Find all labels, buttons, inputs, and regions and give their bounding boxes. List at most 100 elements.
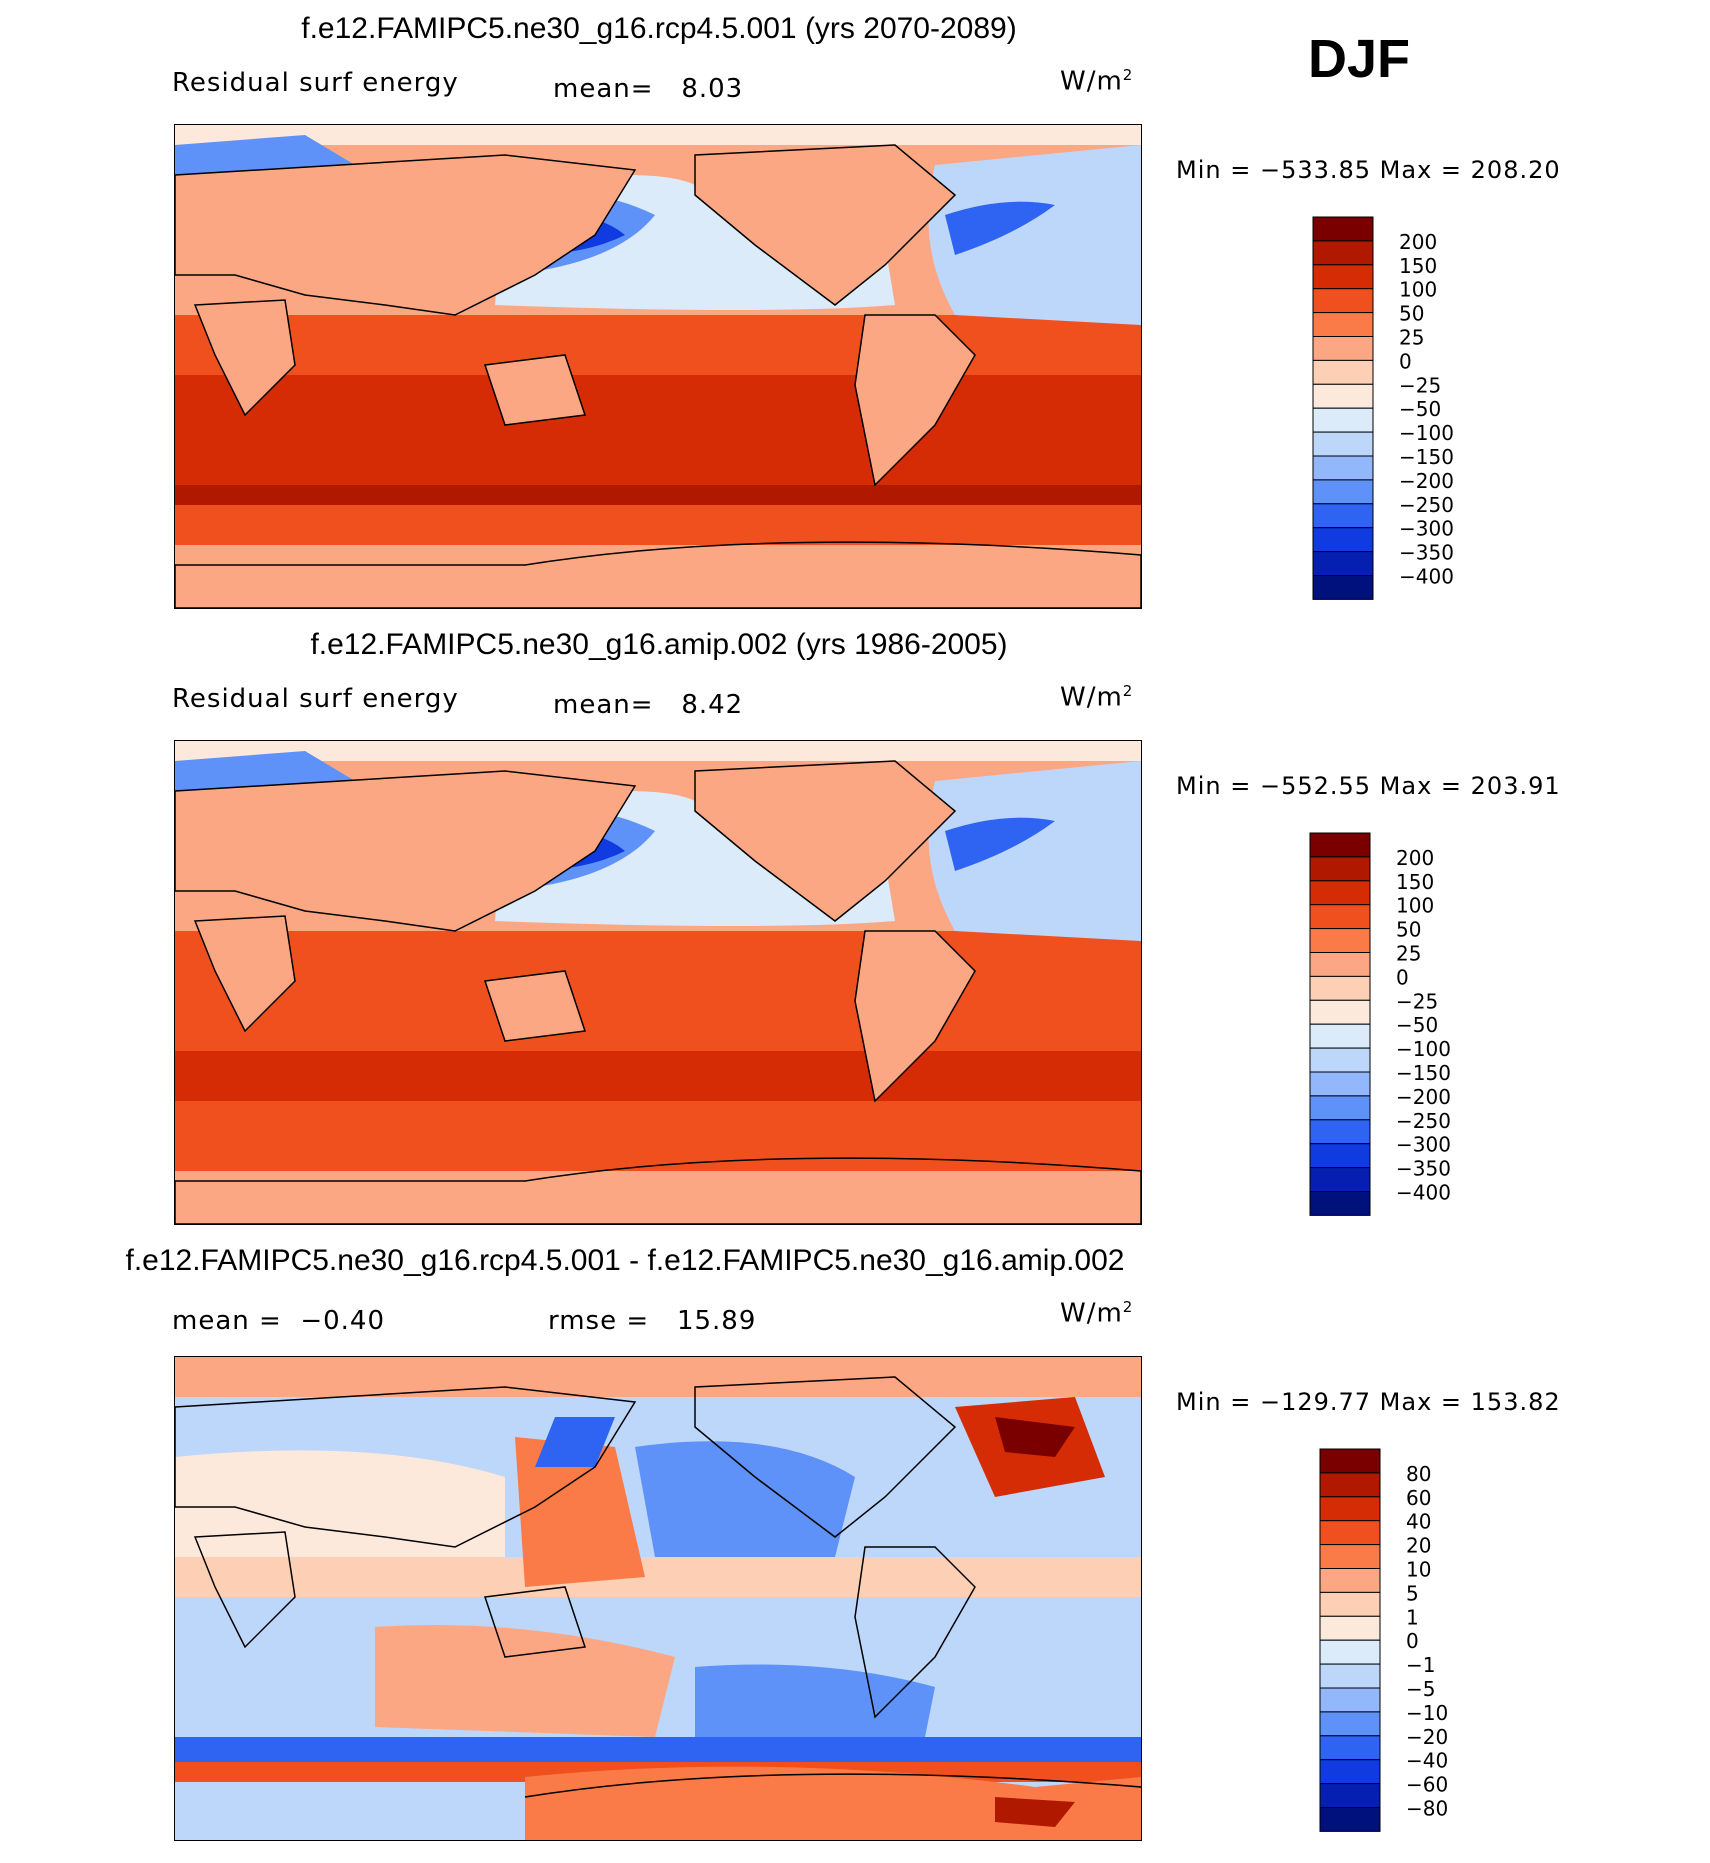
colorbar-1-swatch <box>1312 288 1374 314</box>
colorbar-1-tick-label: −25 <box>1399 373 1441 397</box>
colorbar-3-swatch <box>1319 1591 1381 1617</box>
colorbar-1-swatch <box>1312 240 1374 266</box>
colorbar-2-swatch <box>1309 856 1371 882</box>
colorbar-2-swatch <box>1309 1047 1371 1073</box>
panel-1-minmax: Min = −533.85 Max = 208.20 <box>1176 156 1561 184</box>
colorbar-3-tick-label: −20 <box>1406 1725 1448 1749</box>
panel-2-colorbar-svg: 20015010050250−25−50−100−150−200−250−300… <box>1309 832 1451 1216</box>
colorbar-3-swatch <box>1319 1615 1381 1641</box>
colorbar-1-tick-label: −300 <box>1399 517 1454 541</box>
colorbar-2-swatch <box>1309 952 1371 977</box>
colorbar-3-tick-label: 5 <box>1406 1581 1419 1605</box>
colorbar-3-tick-label: −40 <box>1406 1749 1448 1773</box>
colorbar-1-tick-label: −50 <box>1399 397 1441 421</box>
colorbar-2-swatch <box>1309 832 1371 858</box>
colorbar-1-swatch <box>1312 455 1374 481</box>
panel-2-units: W/m2 <box>1060 682 1133 713</box>
colorbar-3-tick-label: 1 <box>1406 1605 1419 1629</box>
colorbar-1-tick-label: −150 <box>1399 445 1454 469</box>
panel-1-mean: mean= 8.03 <box>553 74 744 104</box>
panel-1-units: W/m2 <box>1060 66 1133 97</box>
panel-2-mean: mean= 8.42 <box>553 690 744 720</box>
colorbar-2-tick-label: −300 <box>1396 1133 1451 1157</box>
colorbar-3-swatch <box>1319 1807 1381 1832</box>
colorbar-2-tick-label: 0 <box>1396 965 1409 989</box>
colorbar-3-swatch <box>1319 1663 1381 1689</box>
colorbar-2-tick-label: −350 <box>1396 1157 1451 1181</box>
colorbar-1-tick-label: −350 <box>1399 541 1454 565</box>
panel-2-minmax: Min = −552.55 Max = 203.91 <box>1176 772 1561 800</box>
colorbar-2-swatch <box>1309 1071 1371 1097</box>
colorbar-2-swatch <box>1309 928 1371 953</box>
colorbar-2-swatch <box>1309 1095 1371 1121</box>
panel-3-units-base: W/m <box>1060 1298 1123 1329</box>
panel-1-map <box>174 124 1142 609</box>
panel-1-title: f.e12.FAMIPC5.ne30_g16.rcp4.5.001 (yrs 2… <box>301 12 1017 45</box>
colorbar-1-swatch <box>1312 216 1374 242</box>
colorbar-3-swatch <box>1319 1472 1381 1498</box>
colorbar-1-swatch <box>1312 527 1374 553</box>
colorbar-3-swatch <box>1319 1711 1381 1737</box>
colorbar-1-swatch <box>1312 336 1374 361</box>
colorbar-2-tick-label: 50 <box>1396 918 1421 942</box>
colorbar-2-tick-label: −25 <box>1396 989 1438 1013</box>
colorbar-2-swatch <box>1309 975 1371 1001</box>
colorbar-2-swatch <box>1309 904 1371 930</box>
colorbar-3-swatch <box>1319 1639 1381 1665</box>
colorbar-3-swatch <box>1319 1520 1381 1546</box>
colorbar-3-tick-label: −10 <box>1406 1701 1448 1725</box>
colorbar-3-swatch <box>1319 1687 1381 1713</box>
panel-1-map-svg <box>175 125 1141 608</box>
season-label: DJF <box>1308 29 1411 89</box>
colorbar-1-tick-label: 25 <box>1399 326 1424 350</box>
colorbar-2-swatch <box>1309 999 1371 1025</box>
panel-3-map <box>174 1356 1142 1841</box>
colorbar-2-tick-label: −150 <box>1396 1061 1451 1085</box>
colorbar-1-swatch <box>1312 312 1374 337</box>
colorbar-2-tick-label: −200 <box>1396 1085 1451 1109</box>
colorbar-2-swatch <box>1309 1119 1371 1145</box>
colorbar-2-tick-label: 150 <box>1396 870 1434 894</box>
colorbar-1-swatch <box>1312 479 1374 505</box>
colorbar-1-tick-label: 50 <box>1399 302 1424 326</box>
colorbar-3-tick-label: 40 <box>1406 1510 1431 1534</box>
colorbar-3-tick-label: 20 <box>1406 1534 1431 1558</box>
colorbar-3-tick-label: −60 <box>1406 1773 1448 1797</box>
panel-3-rmse: rmse = 15.89 <box>548 1306 757 1336</box>
colorbar-2-tick-label: 100 <box>1396 894 1434 918</box>
colorbar-1-swatch <box>1312 503 1374 529</box>
colorbar-3-swatch <box>1319 1448 1381 1474</box>
colorbar-3-tick-label: −1 <box>1406 1653 1435 1677</box>
panel-3-mean: mean = −0.40 <box>172 1306 385 1336</box>
colorbar-3-tick-label: −5 <box>1406 1677 1435 1701</box>
panel-3-colorbar: 80 60 40 20 10 5 1 0 −1 −5 −10 −20 −40 −60 −80 <box>1319 1448 1550 1837</box>
colorbar-1-swatch <box>1312 575 1374 600</box>
panel-2-variable-label: Residual surf energy <box>172 684 459 714</box>
colorbar-1-swatch <box>1312 383 1374 409</box>
colorbar-2-swatch <box>1309 880 1371 906</box>
colorbar-3-tick-label: 80 <box>1406 1462 1431 1486</box>
colorbar-3-tick-label: 60 <box>1406 1486 1431 1510</box>
colorbar-1-tick-label: 150 <box>1399 254 1437 278</box>
panel-1-units-exp: 2 <box>1122 66 1134 84</box>
colorbar-1-swatch <box>1312 407 1374 433</box>
colorbar-2-tick-label: 200 <box>1396 846 1434 870</box>
panel-2-colorbar: 200 150 100 50 25 0 −25 −50 −100 −150 −200 −250 −300… <box>1309 832 1540 1221</box>
colorbar-2-tick-label: −250 <box>1396 1109 1451 1133</box>
colorbar-2-tick-label: 25 <box>1396 942 1421 966</box>
colorbar-2-swatch <box>1309 1143 1371 1169</box>
colorbar-1-tick-label: −100 <box>1399 421 1454 445</box>
colorbar-1-tick-label: −250 <box>1399 493 1454 517</box>
panel-3-map-svg <box>175 1357 1141 1840</box>
colorbar-3-swatch <box>1319 1544 1381 1569</box>
colorbar-2-swatch <box>1309 1167 1371 1193</box>
panel-1-colorbar-svg: 20015010050250−25−50−100−150−200−250−300… <box>1312 216 1454 600</box>
colorbar-1-swatch <box>1312 359 1374 385</box>
colorbar-3-swatch <box>1319 1759 1381 1785</box>
panel-2-title: f.e12.FAMIPC5.ne30_g16.amip.002 (yrs 198… <box>310 628 1008 661</box>
colorbar-2-swatch <box>1309 1023 1371 1049</box>
colorbar-1-tick-label: −200 <box>1399 469 1454 493</box>
colorbar-2-tick-label: −400 <box>1396 1181 1451 1205</box>
colorbar-1-swatch <box>1312 431 1374 457</box>
